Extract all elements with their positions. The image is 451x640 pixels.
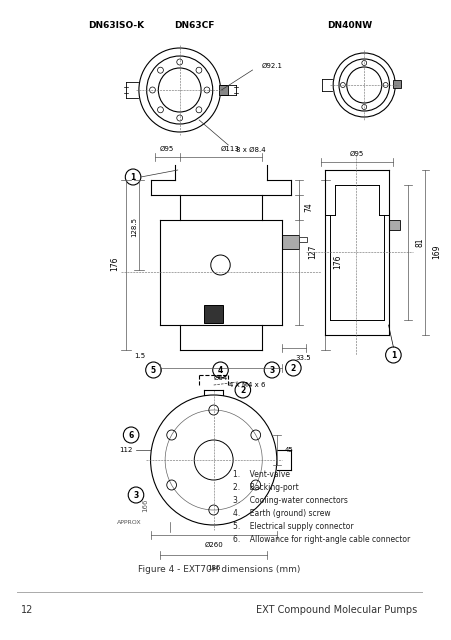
Circle shape (212, 362, 228, 378)
Circle shape (123, 427, 138, 443)
Text: 8 x Ø8.4: 8 x Ø8.4 (235, 147, 265, 153)
Bar (392, 80, 400, 88)
Circle shape (285, 360, 300, 376)
Text: 3.    Cooling-water connectors: 3. Cooling-water connectors (233, 496, 347, 505)
Text: 33.5: 33.5 (295, 355, 310, 361)
Text: 12: 12 (21, 605, 34, 615)
Text: 127: 127 (308, 245, 317, 259)
Text: 45: 45 (285, 447, 293, 453)
Text: 6: 6 (128, 431, 133, 440)
Text: Ø64: Ø64 (213, 375, 227, 381)
Text: 2: 2 (239, 385, 245, 394)
Bar (218, 85, 228, 95)
Text: 4: 4 (217, 365, 223, 374)
Text: 1.5: 1.5 (134, 353, 145, 359)
Text: 4 x M4 x 6: 4 x M4 x 6 (229, 382, 265, 388)
Text: 6.    Allowance for right-angle cable connector: 6. Allowance for right-angle cable conne… (233, 535, 410, 544)
Text: Ø95: Ø95 (349, 151, 363, 157)
Text: 5.    Electrical supply connector: 5. Electrical supply connector (233, 522, 353, 531)
Bar (388, 220, 399, 230)
Text: 128.5: 128.5 (131, 217, 137, 237)
Text: DN63ISO-K: DN63ISO-K (88, 20, 144, 29)
Circle shape (125, 169, 141, 185)
Text: EXT Compound Molecular Pumps: EXT Compound Molecular Pumps (256, 605, 417, 615)
Circle shape (145, 362, 161, 378)
Text: 1: 1 (390, 351, 395, 360)
Bar (281, 235, 299, 249)
Text: 1.    Vent-valve: 1. Vent-valve (233, 470, 290, 479)
Text: 74: 74 (304, 202, 313, 212)
Text: Figure 4 - EXT70H dimensions (mm): Figure 4 - EXT70H dimensions (mm) (138, 566, 300, 575)
Bar (299, 237, 306, 242)
Text: 5: 5 (151, 365, 156, 374)
Text: Ø95: Ø95 (160, 146, 174, 152)
Text: APPROX: APPROX (116, 520, 141, 525)
Text: 2: 2 (290, 364, 295, 372)
Text: 3: 3 (269, 365, 274, 374)
Text: 112: 112 (120, 447, 133, 453)
Text: Ø92.1: Ø92.1 (261, 63, 282, 69)
Text: 176: 176 (110, 257, 119, 271)
Text: 176: 176 (333, 255, 342, 269)
Text: DN40NW: DN40NW (327, 20, 372, 29)
Circle shape (128, 487, 143, 503)
Text: 4.    Earth (ground) screw: 4. Earth (ground) screw (233, 509, 330, 518)
Circle shape (264, 362, 279, 378)
Text: DN63CF: DN63CF (174, 20, 214, 29)
Text: Ø113: Ø113 (220, 146, 239, 152)
Text: Ø260: Ø260 (204, 542, 223, 548)
Text: 186: 186 (207, 565, 220, 571)
Bar (203, 305, 223, 323)
Circle shape (235, 382, 250, 398)
Text: 166: 166 (143, 499, 148, 512)
Text: 81: 81 (414, 237, 423, 247)
Text: 3: 3 (133, 490, 138, 499)
Text: 2.    Backing-port: 2. Backing-port (233, 483, 298, 492)
Text: 169: 169 (432, 244, 441, 259)
Circle shape (385, 347, 400, 363)
Text: 1: 1 (130, 173, 135, 182)
